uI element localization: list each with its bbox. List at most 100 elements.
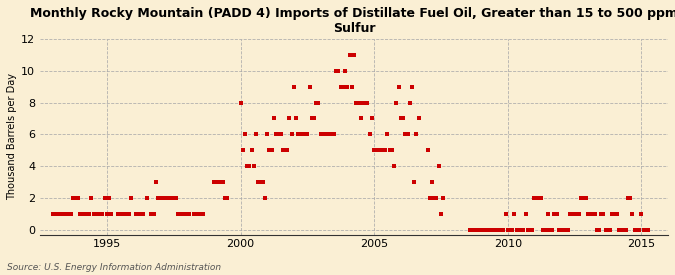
Point <box>246 148 257 153</box>
Point <box>260 196 271 200</box>
Point <box>275 132 286 137</box>
Point <box>277 148 288 153</box>
Point <box>471 228 482 232</box>
Point <box>618 228 629 232</box>
Point <box>148 212 159 216</box>
Point <box>587 212 598 216</box>
Point <box>317 132 328 137</box>
Point <box>122 212 132 216</box>
Point <box>146 212 157 216</box>
Point <box>487 228 497 232</box>
Point <box>435 212 446 216</box>
Point <box>422 148 433 153</box>
Text: Source: U.S. Energy Information Administration: Source: U.S. Energy Information Administ… <box>7 263 221 272</box>
Point <box>425 196 435 200</box>
Point <box>151 180 161 184</box>
Point <box>411 132 422 137</box>
Point <box>244 164 254 168</box>
Point <box>279 148 290 153</box>
Point <box>142 196 153 200</box>
Point <box>569 212 580 216</box>
Point <box>529 196 540 200</box>
Point <box>360 100 371 105</box>
Point <box>310 100 321 105</box>
Point <box>271 132 281 137</box>
Point <box>589 212 600 216</box>
Point <box>240 132 250 137</box>
Point <box>482 228 493 232</box>
Point <box>629 228 640 232</box>
Point <box>130 212 141 216</box>
Point <box>565 212 576 216</box>
Point <box>248 164 259 168</box>
Point <box>404 100 415 105</box>
Point <box>396 116 406 121</box>
Point <box>526 228 537 232</box>
Point <box>578 196 589 200</box>
Point <box>180 212 190 216</box>
Point <box>560 228 571 232</box>
Point <box>400 132 410 137</box>
Point <box>344 53 355 57</box>
Point <box>308 116 319 121</box>
Point <box>90 212 101 216</box>
Point <box>182 212 192 216</box>
Point <box>306 116 317 121</box>
Point <box>155 196 166 200</box>
Point <box>531 196 542 200</box>
Point <box>593 228 604 232</box>
Point <box>217 180 228 184</box>
Point <box>373 148 384 153</box>
Point <box>596 212 607 216</box>
Point <box>498 228 509 232</box>
Point <box>222 196 233 200</box>
Point <box>75 212 86 216</box>
Title: Monthly Rocky Mountain (PADD 4) Imports of Distillate Fuel Oil, Greater than 15 : Monthly Rocky Mountain (PADD 4) Imports … <box>30 7 675 35</box>
Point <box>351 100 362 105</box>
Point <box>324 132 335 137</box>
Point <box>99 196 110 200</box>
Point <box>304 84 315 89</box>
Point <box>622 196 633 200</box>
Point <box>380 148 391 153</box>
Point <box>433 164 444 168</box>
Point <box>115 212 126 216</box>
Point <box>164 196 175 200</box>
Point <box>70 196 81 200</box>
Point <box>242 164 252 168</box>
Point <box>68 196 79 200</box>
Point <box>178 212 188 216</box>
Point <box>522 228 533 232</box>
Point <box>518 228 529 232</box>
Point <box>235 100 246 105</box>
Point <box>473 228 484 232</box>
Point <box>610 212 620 216</box>
Point <box>119 212 130 216</box>
Point <box>161 196 172 200</box>
Point <box>504 228 515 232</box>
Point <box>384 148 395 153</box>
Point <box>282 148 293 153</box>
Point <box>620 228 631 232</box>
Point <box>554 228 564 232</box>
Point <box>84 212 95 216</box>
Point <box>574 212 585 216</box>
Point <box>464 228 475 232</box>
Point <box>634 228 645 232</box>
Point <box>175 212 186 216</box>
Point <box>364 132 375 137</box>
Point <box>391 100 402 105</box>
Point <box>79 212 90 216</box>
Point <box>188 212 199 216</box>
Point <box>106 212 117 216</box>
Point <box>264 148 275 153</box>
Point <box>469 228 480 232</box>
Point <box>603 228 614 232</box>
Point <box>333 68 344 73</box>
Point <box>585 212 595 216</box>
Point <box>493 228 504 232</box>
Point <box>556 228 566 232</box>
Point <box>295 132 306 137</box>
Point <box>485 228 495 232</box>
Point <box>315 132 326 137</box>
